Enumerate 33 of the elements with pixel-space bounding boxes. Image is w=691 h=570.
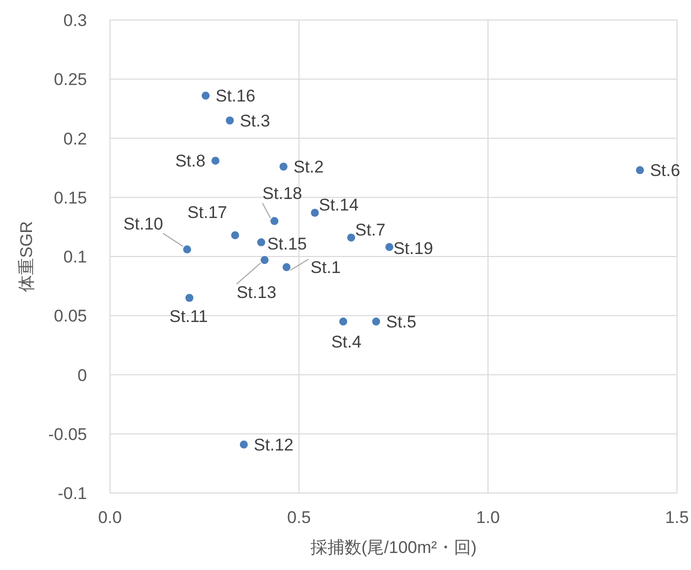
annotation: St.12 [254,436,294,455]
x-tick-label: 0.5 [287,508,311,527]
y-tick-label: 0.3 [63,11,87,30]
x-tick-label: 1.0 [476,508,500,527]
annotation: St.6 [650,161,680,180]
y-tick-label: -0.05 [48,424,87,444]
annotation: St.16 [216,86,256,106]
y-tick-label: 0.2 [63,129,87,148]
y-tick-label: 0.25 [54,70,87,90]
y-tick-label: 0 [78,366,87,385]
y-tick-label: -0.1 [58,484,87,503]
annotation: St.14 [318,196,359,215]
annotation: St.4 [331,332,362,352]
annotation: St.2 [294,158,324,177]
annotation: St.13 [236,283,276,302]
annotation: St.1 [310,258,341,278]
annotation: St.5 [386,312,416,332]
annotation: St.3 [240,112,270,131]
y-tick-label: 0.1 [63,248,87,266]
x-tick-label: 1.5 [665,508,689,527]
y-axis-title: 体重SGR [17,221,36,292]
annotation: St.19 [393,239,434,258]
annotation: St.10 [123,214,164,234]
y-tick-label: 0.05 [54,306,87,326]
annotation: St.15 [267,234,307,254]
annotation: St.7 [355,220,386,240]
x-tick-label: 0.0 [98,508,122,527]
annotation: St.8 [175,152,206,171]
annotation: St.18 [262,184,302,204]
y-tick-label: 0.15 [54,188,87,208]
x-axis-title: 採捕数(尾/100m²・回) [310,538,477,557]
annotation: St.17 [187,203,228,222]
annotation: St.11 [169,306,208,326]
